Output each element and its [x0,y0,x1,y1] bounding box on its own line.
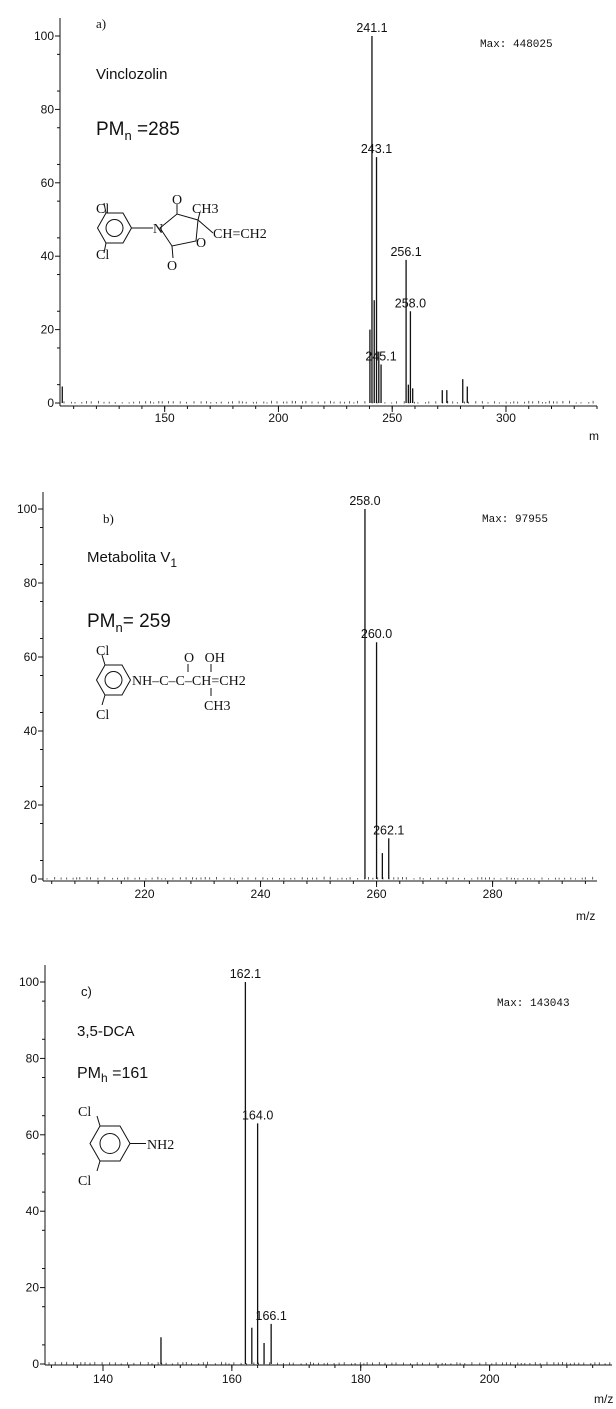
panel-a-max: Max: 448025 [480,39,553,51]
panel-a-baseline-noise [63,400,594,404]
panel-c-y-tick-label: 0 [32,1357,39,1371]
panel-b-y-tick-label: 0 [30,872,37,886]
panel-b-x-tick-label: 220 [135,887,155,901]
panel-a-y-tick-label: 0 [47,396,54,410]
panel-b-pm: PMn= 259 [87,611,171,635]
panel-b: 0 20 40 60 80 100 220 240 260 280 258.0 260.0 262.1… [17,492,597,923]
panel-b-cl-top: Cl [96,644,109,659]
panel-a-peak-label: 256.1 [390,245,421,259]
panel-a-cl-bottom: Cl [96,248,109,263]
panel-a-y-tick-label: 20 [41,323,55,337]
panel-b-label: b) [103,511,114,526]
panel-b-y-tick-label: 40 [24,724,38,738]
panel-b-y-tick-label: 100 [17,502,37,516]
panel-b-chain: NH–C–C–CH=CH2 [132,674,246,689]
panel-a-y-tick-label: 40 [41,249,55,263]
panel-c-pm-prefix: PM [77,1065,101,1082]
panel-c-cl-top: Cl [78,1105,91,1120]
panel-a-pm: PMn =285 [96,119,180,143]
panel-b-peak-label: 258.0 [349,494,380,508]
panel-b-metabolite-structure [95,654,212,706]
panel-b-pm-value: = 259 [123,611,171,632]
panel-b-x-tick-label: 280 [483,887,503,901]
panel-c-peak-label: 162.1 [230,967,261,981]
panel-c-nh2: NH2 [147,1138,174,1153]
panel-a-label: a) [96,16,106,31]
panel-b-baseline-noise [46,876,594,880]
panel-c-label: c) [81,984,92,999]
panel-c-y-tick-label: 20 [26,1281,40,1295]
panel-b-cl-bottom: Cl [96,708,109,723]
panel-c-pm-sub: h [101,1071,108,1085]
panel-a-ch3: CH3 [192,202,218,217]
panel-a-x-unit: m [589,429,599,443]
panel-a-peak-label: 243.1 [361,142,392,156]
panel-c-y-tick-label: 40 [26,1204,40,1218]
panel-b-ch3: CH3 [204,699,230,714]
panel-c-baseline-noise [48,1361,611,1365]
panel-a-y-tick-label: 60 [41,176,55,190]
panel-c-pm: PMh =161 [77,1065,148,1085]
panel-a-peak-label: 245.1 [365,349,396,363]
panel-c: 0 20 40 60 80 100 140 160 180 200 162.1 164.0 166.1… [19,965,613,1406]
panel-c-peak-label: 166.1 [256,1309,287,1323]
panel-c-y-tick-label: 80 [26,1051,40,1065]
panel-b-compound: Metabolita V1 [87,549,177,570]
panel-b-x-tick-label: 240 [251,887,271,901]
panel-a-n: N [153,222,163,237]
panel-c-peaks: 162.1 164.0 166.1 [160,967,287,1364]
panel-a-y-tick-label: 80 [41,102,55,116]
panel-c-x-unit: m/z [594,1392,613,1406]
panel-c-max: Max: 143043 [497,998,570,1010]
panel-b-y-tick-label: 80 [24,576,38,590]
panel-b-axes [42,492,597,882]
panel-b-x-unit: m/z [576,909,595,923]
panel-c-x-tick-label: 200 [480,1372,500,1386]
panel-a-peak-label: 258.0 [395,296,426,310]
panel-c-pm-value: =161 [108,1065,149,1082]
panel-a-pm-sub: n [125,128,132,143]
panel-c-compound-name: 3,5-DCA [77,1023,135,1040]
panel-c-x-tick-label: 160 [222,1372,242,1386]
panel-a-peaks: 241.1 243.1 245.1 256.1 258.0 [61,21,468,403]
panel-a-x-tick-label: 150 [155,411,175,425]
panel-a-axes [59,18,597,407]
panel-a-x-tick-label: 250 [382,411,402,425]
panel-c-cl-bottom: Cl [78,1174,91,1189]
panel-a-y-tick-label: 100 [34,29,54,43]
panel-c-axes [44,965,612,1366]
panel-a-pm-prefix: PM [96,119,125,140]
panel-a-o-ring: O [196,236,206,251]
panel-a-compound-name: Vinclozolin [96,66,167,83]
panel-b-max: Max: 97955 [482,514,548,526]
panel-a-x-tick-label: 200 [268,411,288,425]
panel-c-peak-label: 164.0 [242,1108,273,1122]
panel-b-y-tick-label: 20 [24,798,38,812]
panel-c-dca-structure [89,1115,146,1172]
panel-a: 0 20 40 60 80 100 150 200 250 300 241.1 243.1 245.1… [34,16,599,443]
panel-c-x-tick-label: 140 [93,1372,113,1386]
panel-a-cl-top: Cl [96,202,109,217]
panel-b-pm-sub: n [116,620,123,635]
panel-b-peaks: 258.0 260.0 262.1 [349,494,404,879]
panel-b-x-tick-label: 260 [367,887,387,901]
panel-b-peak-label: 262.1 [373,823,404,837]
panel-a-pm-value: =285 [132,119,180,140]
panel-c-y-tick-label: 100 [19,975,39,989]
panel-a-o-top: O [172,193,182,208]
panel-a-vinclozolin-structure [96,202,214,259]
panel-b-compound-name: Metabolita V [87,549,170,566]
panel-c-y-tick-label: 60 [26,1128,40,1142]
panel-b-pm-prefix: PM [87,611,116,632]
panel-a-o-bottom: O [167,259,177,274]
panel-a-vinyl: CH=CH2 [213,227,267,242]
panel-b-chain-top: O OH [184,651,225,666]
panel-a-peak-label: 241.1 [356,21,387,35]
panel-b-compound-sub: 1 [170,556,177,570]
panel-b-peak-label: 260.0 [361,627,392,641]
panel-b-y-tick-label: 60 [24,650,38,664]
panel-c-x-tick-label: 180 [351,1372,371,1386]
panel-a-x-tick-label: 300 [496,411,516,425]
